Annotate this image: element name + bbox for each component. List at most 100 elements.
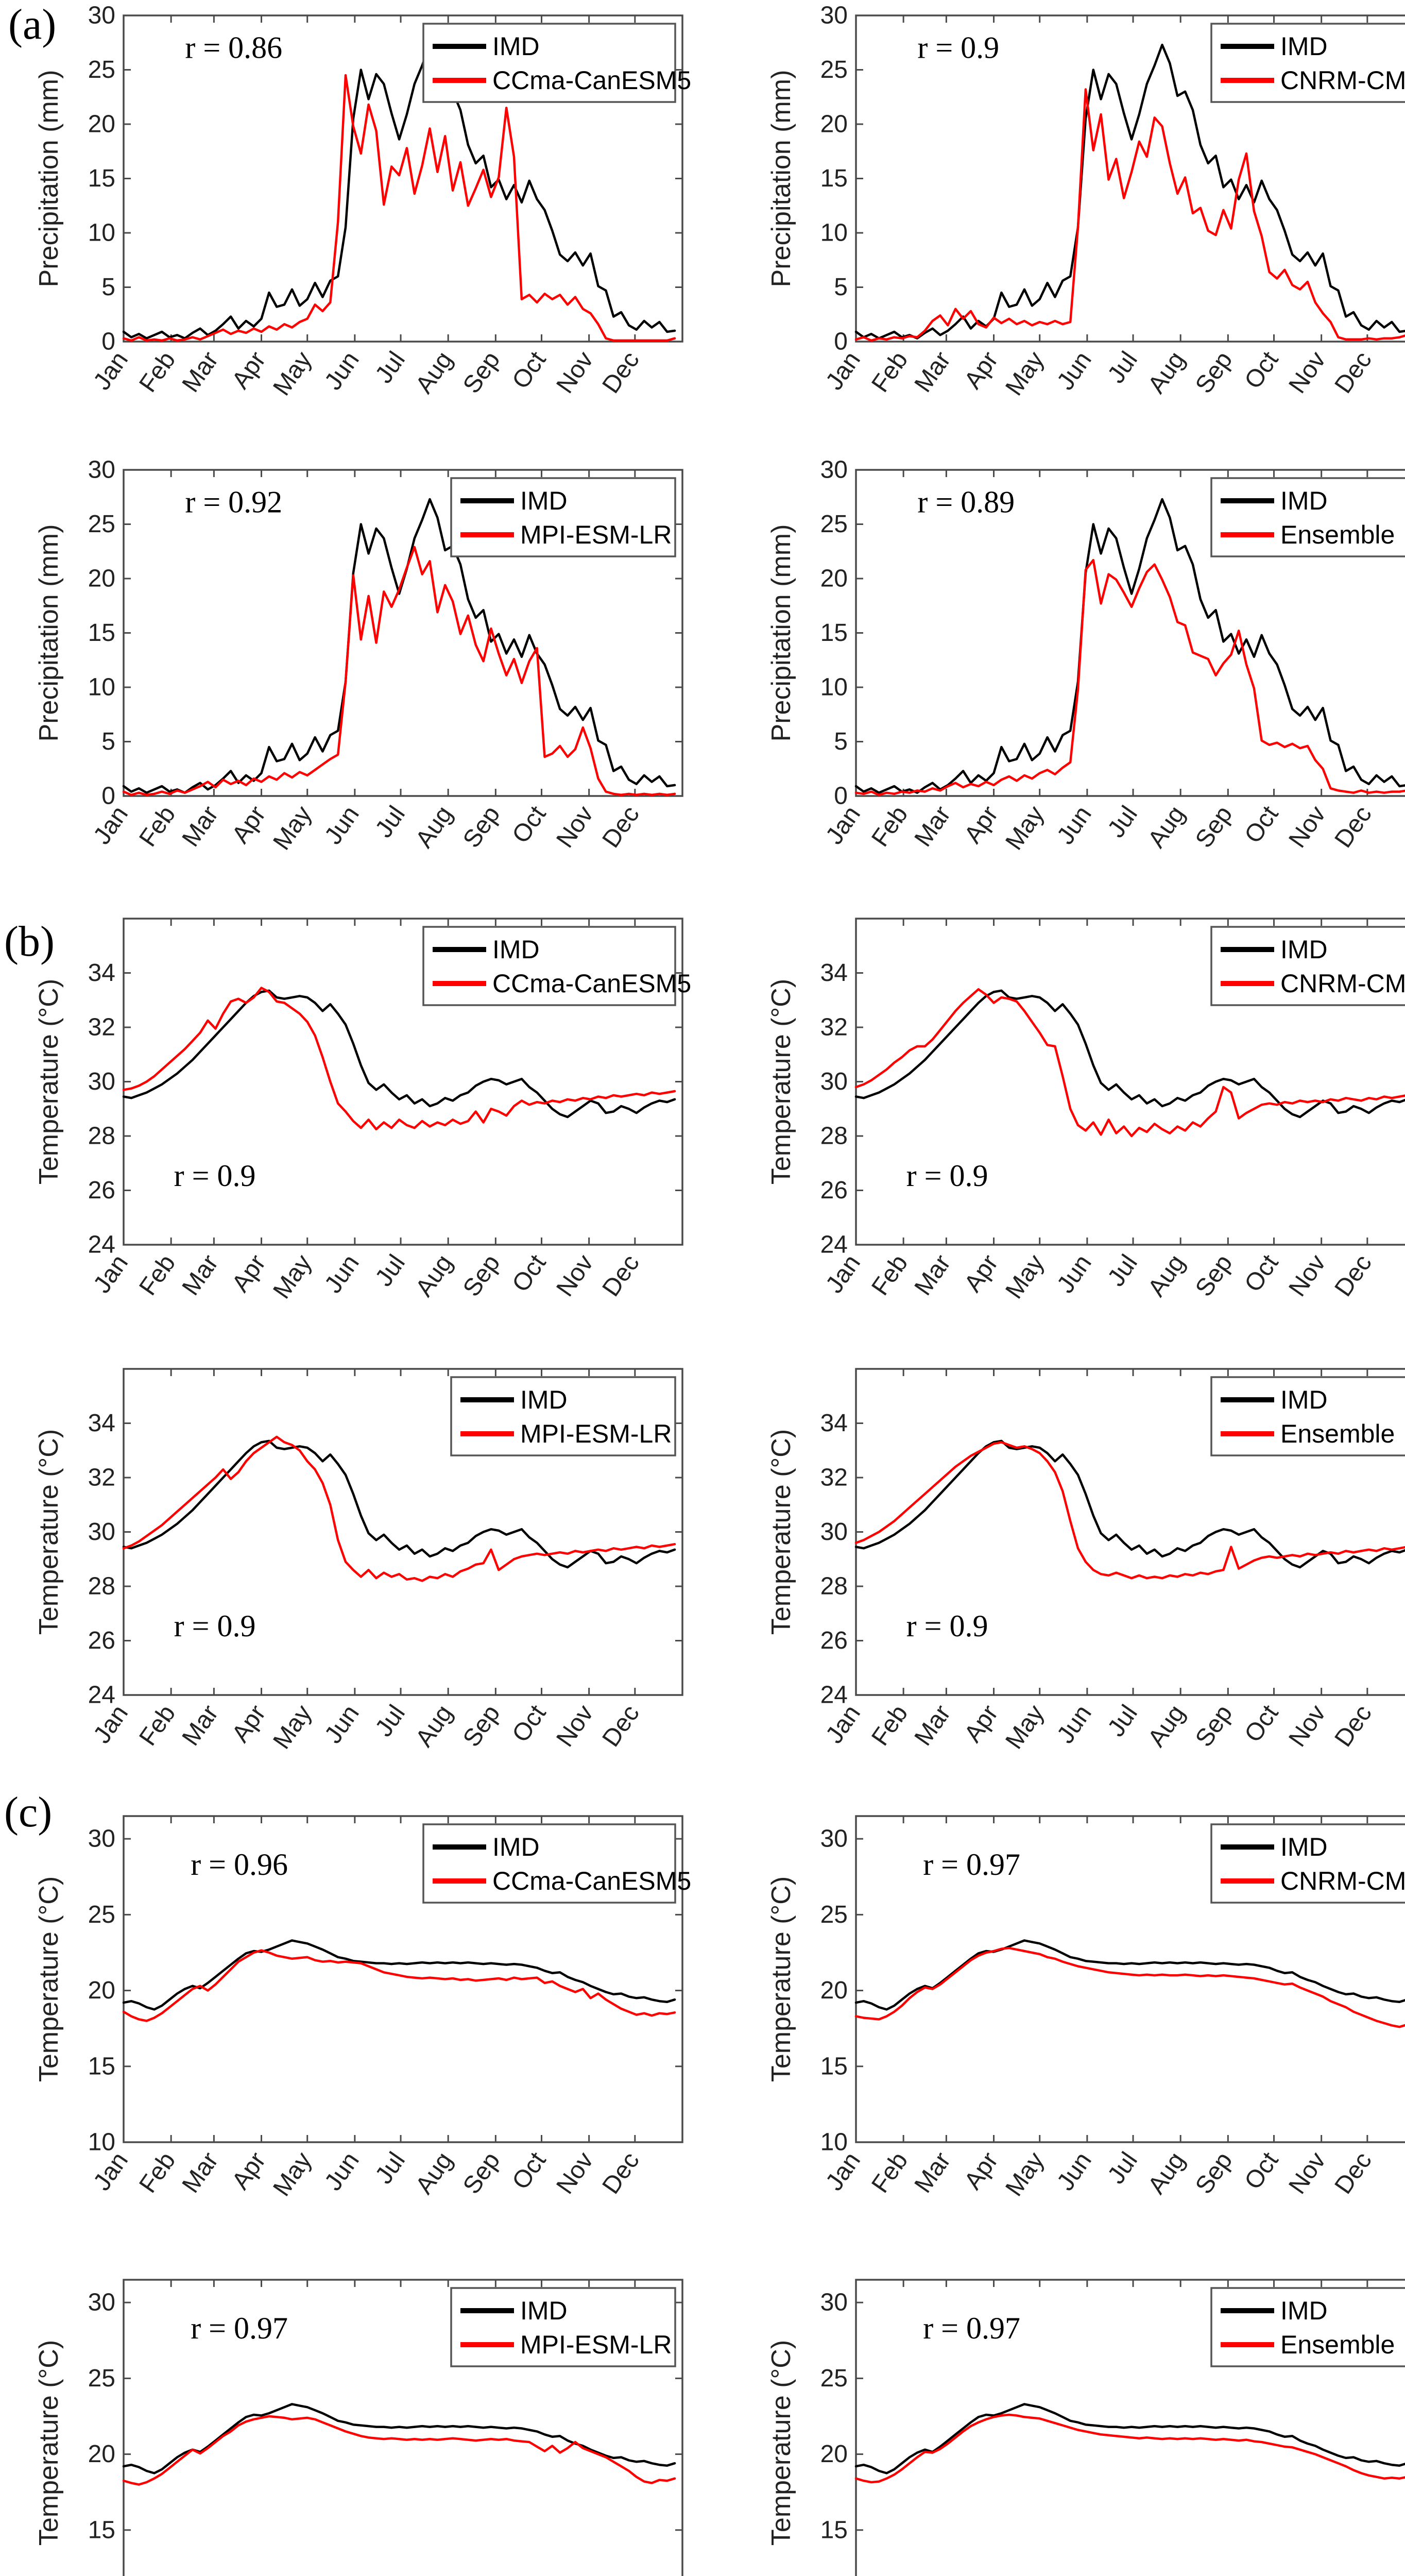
x-tick-label: Sep [458, 347, 505, 398]
y-tick-label: 20 [820, 565, 848, 592]
legend: IMD Ensemble [1210, 2287, 1405, 2367]
y-axis-label: Precipitation (mm) [34, 70, 64, 287]
chart-svg-c3: JanFebMarAprMayJunJulAugSepOctNovDec1015… [34, 2279, 683, 2576]
x-tick-label: May [1000, 1700, 1049, 1754]
x-tick-label: Nov [551, 1250, 598, 1301]
x-tick-label: Mar [910, 347, 956, 397]
x-tick-label: Nov [551, 347, 598, 398]
series-line-model [122, 1435, 676, 1582]
x-tick-label: Nov [1283, 1700, 1331, 1752]
y-tick-label: 28 [820, 1123, 848, 1150]
series-line-imd [854, 1939, 1405, 2011]
x-tick-label: Jun [1052, 347, 1097, 395]
x-tick-label: Apr [227, 2147, 271, 2195]
legend-label-model: CCma-CanESM5 [492, 969, 691, 998]
x-tick-label: Sep [458, 1250, 505, 1301]
panel-c1: Jan Feb Mar Apr May Jun Jul Aug Sep Oct Nov Dec 10 15… [21, 1806, 723, 2262]
y-tick-label: 26 [820, 1627, 848, 1654]
x-tick-label: Oct [507, 801, 551, 849]
x-tick-label: Dec [597, 801, 644, 853]
x-tick-label: Mar [910, 801, 956, 852]
y-tick-label: 26 [88, 1627, 115, 1654]
x-tick-label: Nov [551, 801, 598, 853]
x-tick-label: Feb [866, 1250, 913, 1300]
y-tick-label: 25 [88, 1901, 115, 1928]
y-tick-label: 25 [820, 1901, 848, 1928]
y-tick-label: 0 [101, 783, 115, 810]
y-tick-label: 32 [820, 1464, 848, 1492]
x-tick-label: Nov [1283, 347, 1331, 398]
x-tick-label: Aug [1143, 801, 1190, 853]
x-tick-label: Nov [1283, 1250, 1331, 1301]
panel-a4: Jan Feb Mar Apr May Jun Jul Aug Sep Oct Nov Dec 0 5 10… [753, 456, 1405, 916]
y-axis-label: Temperature (°C) [34, 1429, 64, 1635]
y-tick-label: 26 [88, 1177, 115, 1204]
y-tick-label: 30 [820, 1068, 848, 1095]
y-tick-label: 0 [834, 783, 848, 810]
y-axis-label: Temperature (°C) [34, 2340, 64, 2546]
legend-label-imd: IMD [520, 2296, 568, 2325]
x-tick-label: Feb [866, 2147, 913, 2198]
x-tick-label: Feb [134, 2147, 181, 2198]
y-tick-label: 34 [820, 1410, 848, 1437]
series-line-model [854, 558, 1405, 796]
panel-c4: JanFebMarAprMayJunJulAugSepOctNovDec1015… [753, 2269, 1405, 2576]
x-tick-label: Jul [1102, 1250, 1143, 1292]
y-tick-label: 30 [88, 1825, 115, 1853]
series-line-model [854, 988, 1405, 1138]
panel-c3: JanFebMarAprMayJunJulAugSepOctNovDec1015… [21, 2269, 723, 2576]
series-line-imd [122, 1439, 676, 1569]
legend-label-imd: IMD [520, 1385, 568, 1414]
series-line-model [122, 1949, 676, 2022]
series-line-model [854, 1441, 1405, 1580]
x-tick-label: Sep [1190, 801, 1238, 853]
x-tick-label: Dec [1329, 1700, 1377, 1752]
x-tick-label: Apr [227, 1700, 271, 1748]
y-tick-label: 20 [88, 565, 115, 592]
legend-box [422, 1823, 676, 1904]
x-tick-label: Jun [319, 801, 365, 850]
legend-box [1210, 2287, 1405, 2367]
y-axis-label: Temperature (°C) [34, 1876, 64, 2082]
series-line-model [854, 2413, 1405, 2484]
legend-label-imd: IMD [1280, 486, 1328, 515]
legend-label-model: MPI-ESM-LR [520, 2330, 672, 2359]
y-tick-label: 15 [820, 165, 848, 192]
series-line-imd [122, 498, 676, 794]
legend-label-model: CNRM-CM6 [1280, 1867, 1405, 1895]
x-tick-label: Sep [458, 801, 505, 853]
x-tick-label: Jun [1052, 801, 1097, 850]
legend-label-imd: IMD [1280, 1385, 1328, 1414]
x-tick-label: Dec [1329, 1250, 1377, 1301]
x-tick-label: Apr [959, 1700, 1003, 1748]
series-line-model [122, 546, 676, 796]
x-tick-label: Oct [1239, 801, 1283, 849]
legend-box [422, 23, 676, 103]
y-tick-label: 25 [88, 56, 115, 83]
x-tick-label: Aug [1143, 347, 1190, 398]
legend: IMD CCma-CanESM5 [422, 23, 691, 103]
y-tick-label: 30 [88, 460, 115, 484]
y-tick-label: 0 [834, 328, 848, 355]
legend-label-model: Ensemble [1280, 1419, 1395, 1448]
x-tick-label: Jun [1052, 2147, 1097, 2196]
x-tick-label: Aug [410, 801, 458, 853]
x-tick-label: Mar [910, 1700, 956, 1751]
axes-box [123, 2279, 683, 2576]
y-tick-label: 15 [88, 165, 115, 192]
x-tick-label: Feb [866, 347, 913, 397]
y-tick-label: 25 [88, 2365, 115, 2392]
series-line-imd [122, 43, 676, 340]
x-tick-label: Oct [1239, 1700, 1283, 1748]
x-tick-label: Dec [597, 1250, 644, 1301]
y-tick-label: 26 [820, 1177, 848, 1204]
y-axis-label: Temperature (°C) [766, 2340, 796, 2546]
x-tick-label: Nov [551, 2147, 598, 2199]
x-tick-label: May [1000, 801, 1049, 855]
legend: IMD MPI-ESM-LR [450, 2287, 676, 2367]
legend-box [1210, 1823, 1405, 1904]
legend-box [1210, 1376, 1405, 1456]
